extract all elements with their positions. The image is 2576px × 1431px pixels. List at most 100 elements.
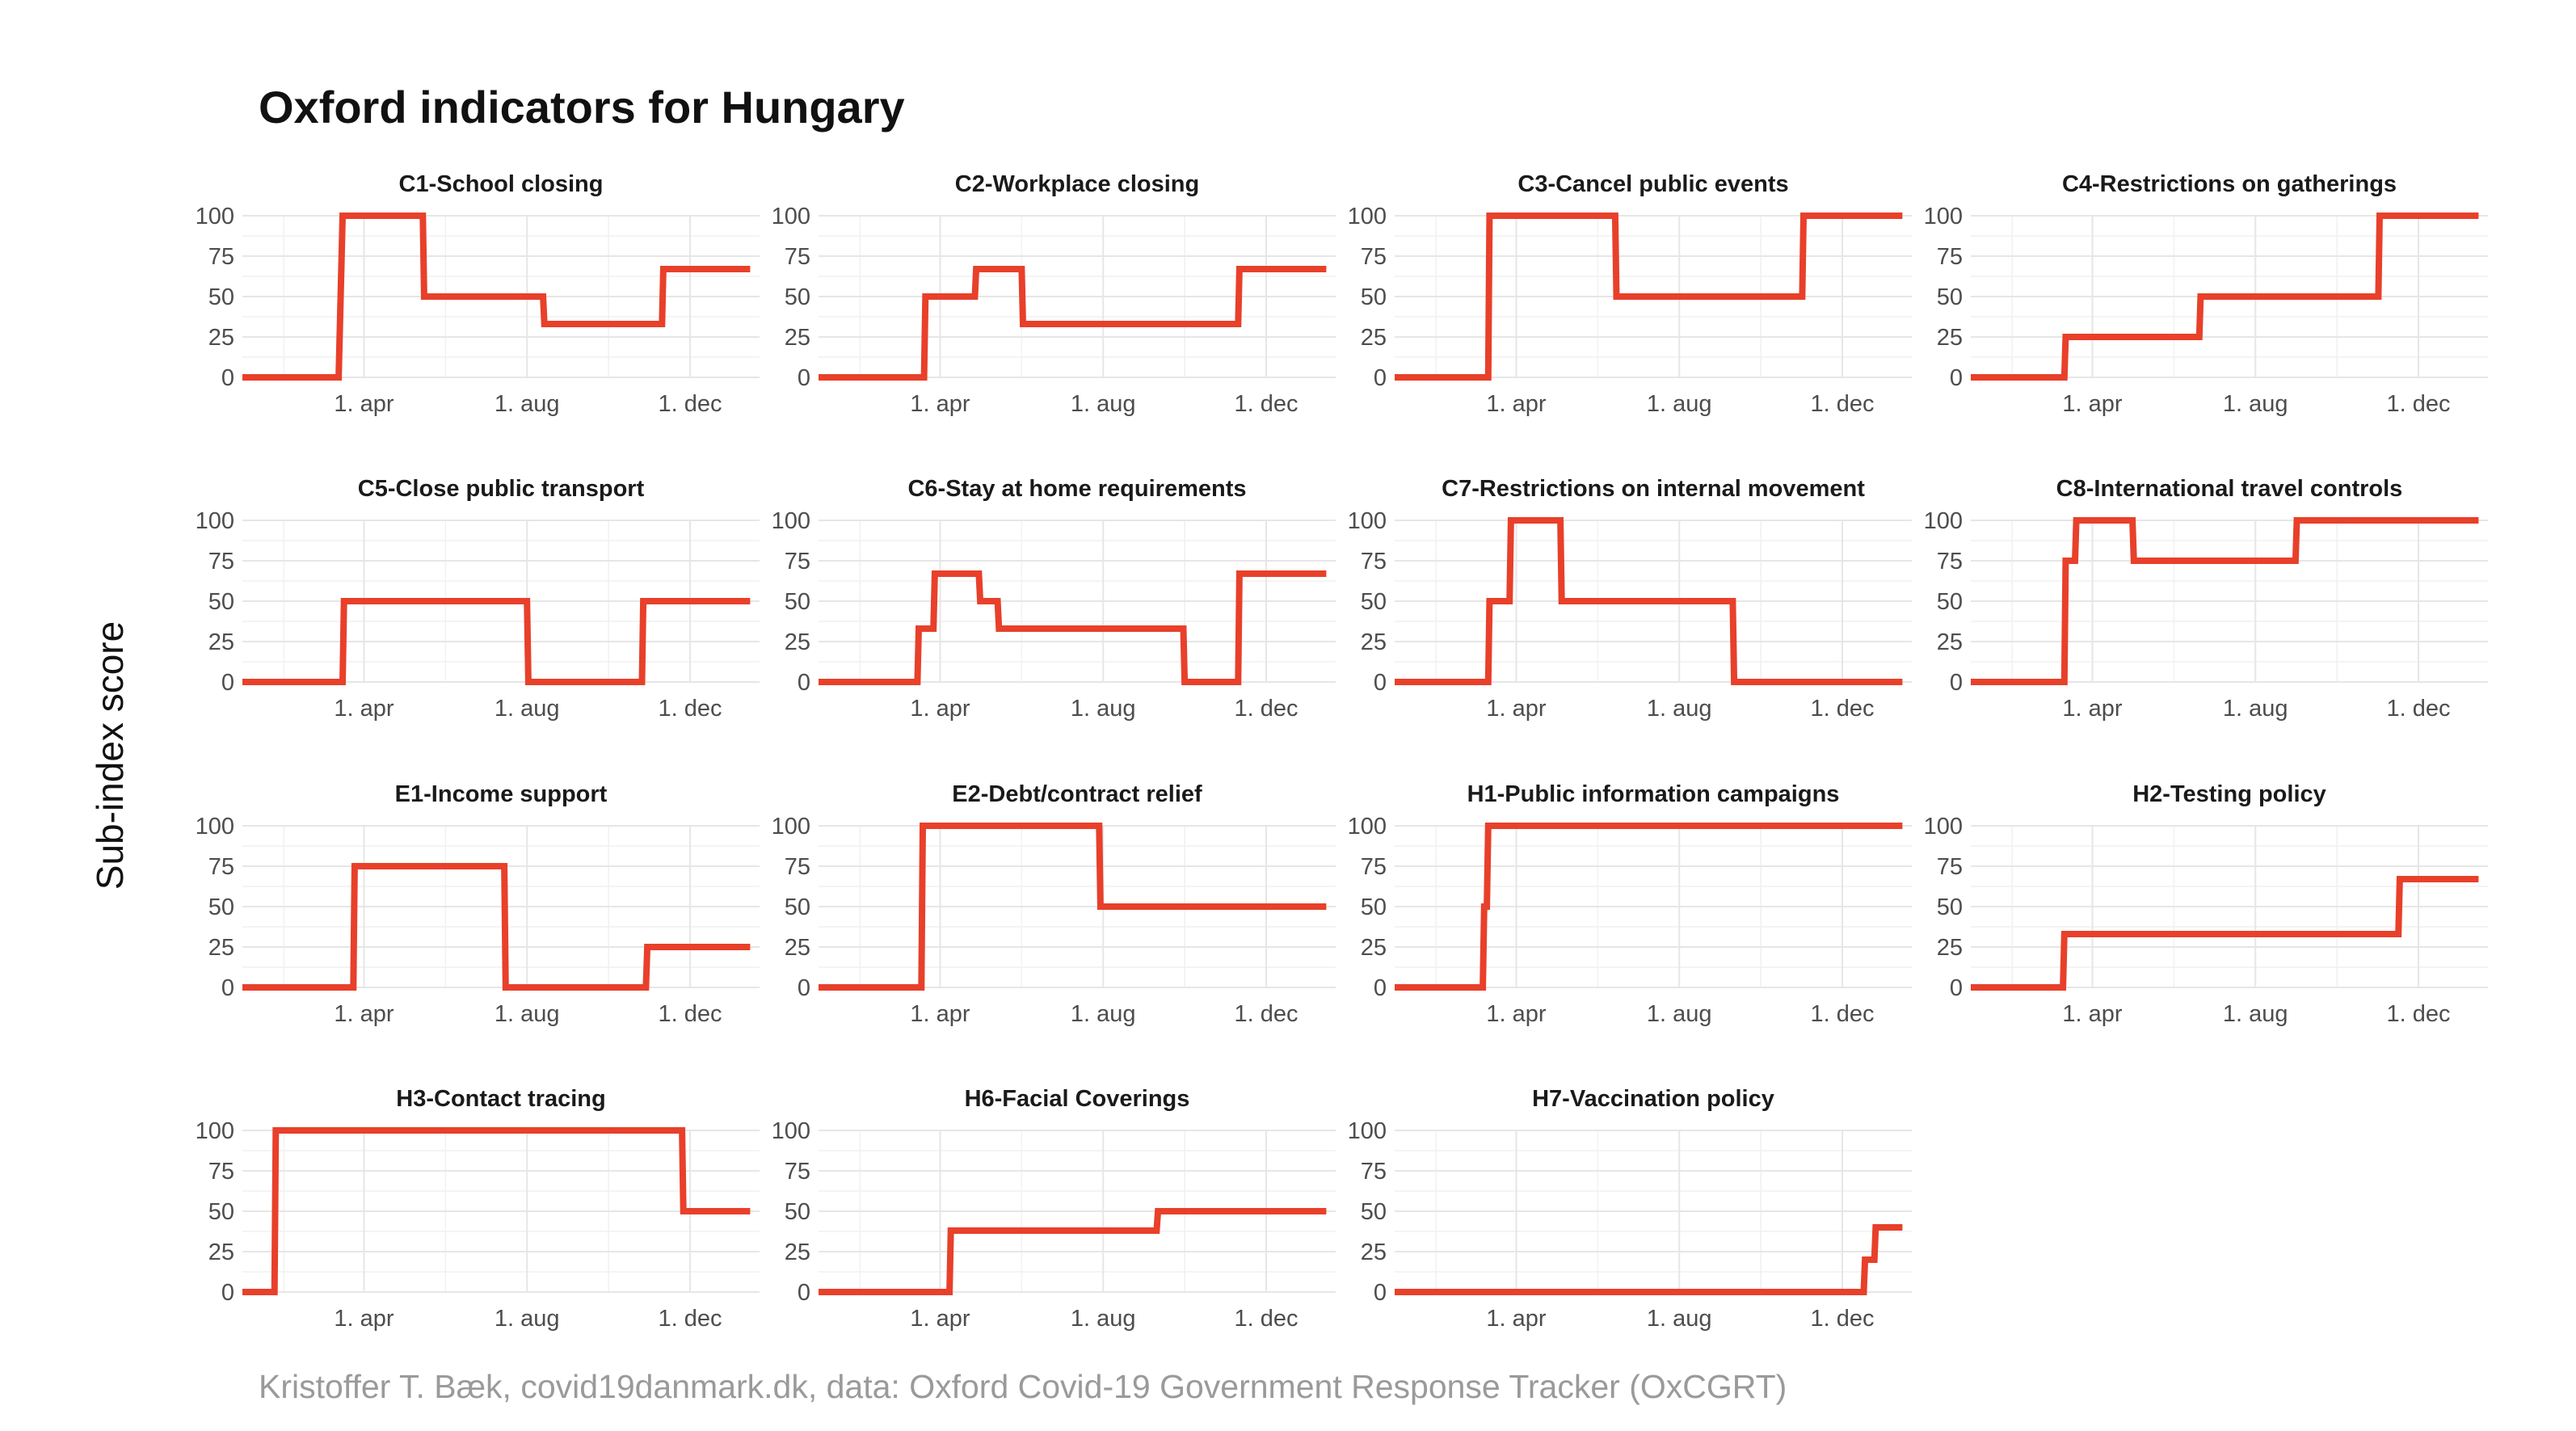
x-tick-label: 1. dec [1811,1306,1875,1332]
series-line [1395,823,1903,991]
facet-title: C7-Restrictions on internal movement [1442,476,1865,502]
y-tick-label: 0 [1374,1280,1387,1306]
facet-title: C5-Close public transport [358,476,645,502]
y-tick-label: 100 [772,204,810,229]
x-tick-label: 1. dec [1235,1306,1299,1332]
facet-title: H7-Vaccination policy [1532,1086,1774,1112]
x-tick-label: 1. aug [1647,1306,1712,1332]
facet-title: C3-Cancel public events [1517,171,1788,197]
x-tick-label: 1. apr [2062,391,2122,417]
x-tick-label: 1. aug [1647,1001,1712,1027]
y-tick-label: 75 [785,244,810,270]
x-tick-label: 1. apr [910,391,970,417]
y-tick-label: 100 [1348,204,1387,229]
x-tick-label: 1. apr [1486,391,1546,417]
series-line [1971,213,2479,381]
x-tick-label: 1. apr [334,1306,394,1332]
y-tick-label: 50 [208,589,234,615]
y-tick-label: 75 [208,244,234,270]
y-tick-label: 0 [1374,365,1387,391]
series-line [1395,213,1903,381]
series-line [819,266,1327,381]
y-tick-label: 0 [1374,670,1387,696]
facet-panel: 0 25 50 75 100 1. apr 1. aug 1. dec E2-Debt/cont… [772,781,1336,1027]
x-tick-label: 1. aug [495,391,560,417]
facet-panel: 0 25 50 75 100 1. apr 1. aug 1. dec C8-Internati… [1924,476,2488,722]
y-tick-label: 25 [208,935,234,961]
y-tick-label: 0 [1374,975,1387,1001]
y-tick-label: 100 [1348,1118,1387,1144]
y-tick-label: 75 [1937,244,1963,270]
y-tick-label: 0 [221,975,234,1001]
y-tick-label: 25 [208,1239,234,1265]
facet-title: H2-Testing policy [2132,781,2326,807]
y-tick-label: 50 [208,894,234,920]
series-line [242,1127,751,1295]
x-tick-label: 1. aug [495,1001,560,1027]
y-tick-label: 100 [772,508,810,534]
x-tick-label: 1. aug [1647,696,1712,722]
y-tick-label: 50 [1361,284,1387,310]
y-tick-label: 0 [798,1280,810,1306]
chart-title: Oxford indicators for Hungary [259,82,905,133]
y-tick-label: 50 [208,1199,234,1225]
y-tick-label: 100 [772,814,810,840]
y-tick-label: 75 [1937,549,1963,575]
y-tick-label: 50 [1361,1199,1387,1225]
x-tick-label: 1. dec [2387,391,2451,417]
x-tick-label: 1. dec [1811,696,1875,722]
x-tick-label: 1. dec [1235,391,1299,417]
facet-title: C1-School closing [399,171,604,197]
facet-title: C4-Restrictions on gatherings [2062,171,2397,197]
y-tick-label: 100 [1348,814,1387,840]
series-line [242,598,751,685]
y-tick-label: 0 [1950,975,1963,1001]
x-tick-label: 1. apr [1486,1001,1546,1027]
x-tick-label: 1. apr [910,1306,970,1332]
x-tick-label: 1. dec [659,1306,722,1332]
x-tick-label: 1. dec [659,696,722,722]
x-tick-label: 1. dec [1235,696,1299,722]
x-tick-label: 1. dec [659,391,722,417]
y-tick-label: 75 [785,854,810,880]
series-line [1395,517,1903,685]
y-tick-label: 50 [785,589,810,615]
x-tick-label: 1. aug [1071,1001,1136,1027]
y-tick-label: 75 [1937,854,1963,880]
y-tick-label: 25 [208,629,234,655]
source-caption: Kristoffer T. Bæk, covid19danmark.dk, da… [259,1368,1787,1405]
series-line [819,1208,1327,1295]
y-tick-label: 50 [1937,894,1963,920]
facet-panel: 0 25 50 75 100 1. apr 1. aug 1. dec C3-Cancel pu… [1348,171,1912,417]
facet-title: H1-Public information campaigns [1467,781,1840,807]
facet-panel: 0 25 50 75 100 1. apr 1. aug 1. dec C6-Stay at h… [772,476,1336,722]
x-tick-label: 1. aug [495,1306,560,1332]
y-tick-label: 0 [221,670,234,696]
facet-panel: 0 25 50 75 100 1. apr 1. aug 1. dec H2-Testing p… [1924,781,2488,1027]
y-tick-label: 0 [1950,670,1963,696]
x-tick-label: 1. aug [2223,391,2288,417]
y-tick-label: 75 [785,549,810,575]
y-tick-label: 0 [221,365,234,391]
x-tick-label: 1. aug [1647,391,1712,417]
y-tick-label: 25 [785,1239,810,1265]
y-tick-label: 0 [798,975,810,1001]
y-tick-label: 25 [208,325,234,351]
facet-panel: 0 25 50 75 100 1. apr 1. aug 1. dec H1-Public in… [1348,781,1912,1027]
facet-panel: 0 25 50 75 100 1. apr 1. aug 1. dec H3-Contact t… [196,1086,760,1332]
series-line [819,570,1327,685]
facet-title: E1-Income support [395,781,608,807]
facet-title: H6-Facial Coverings [965,1086,1190,1112]
y-tick-label: 50 [1361,589,1387,615]
x-tick-label: 1. apr [1486,696,1546,722]
x-tick-label: 1. dec [1811,391,1875,417]
y-tick-label: 100 [1924,204,1963,229]
y-tick-label: 100 [1348,508,1387,534]
y-tick-label: 100 [196,508,234,534]
y-tick-label: 75 [1361,1159,1387,1185]
x-tick-label: 1. apr [1486,1306,1546,1332]
y-tick-label: 75 [208,854,234,880]
y-tick-label: 75 [785,1159,810,1185]
y-tick-label: 50 [785,894,810,920]
